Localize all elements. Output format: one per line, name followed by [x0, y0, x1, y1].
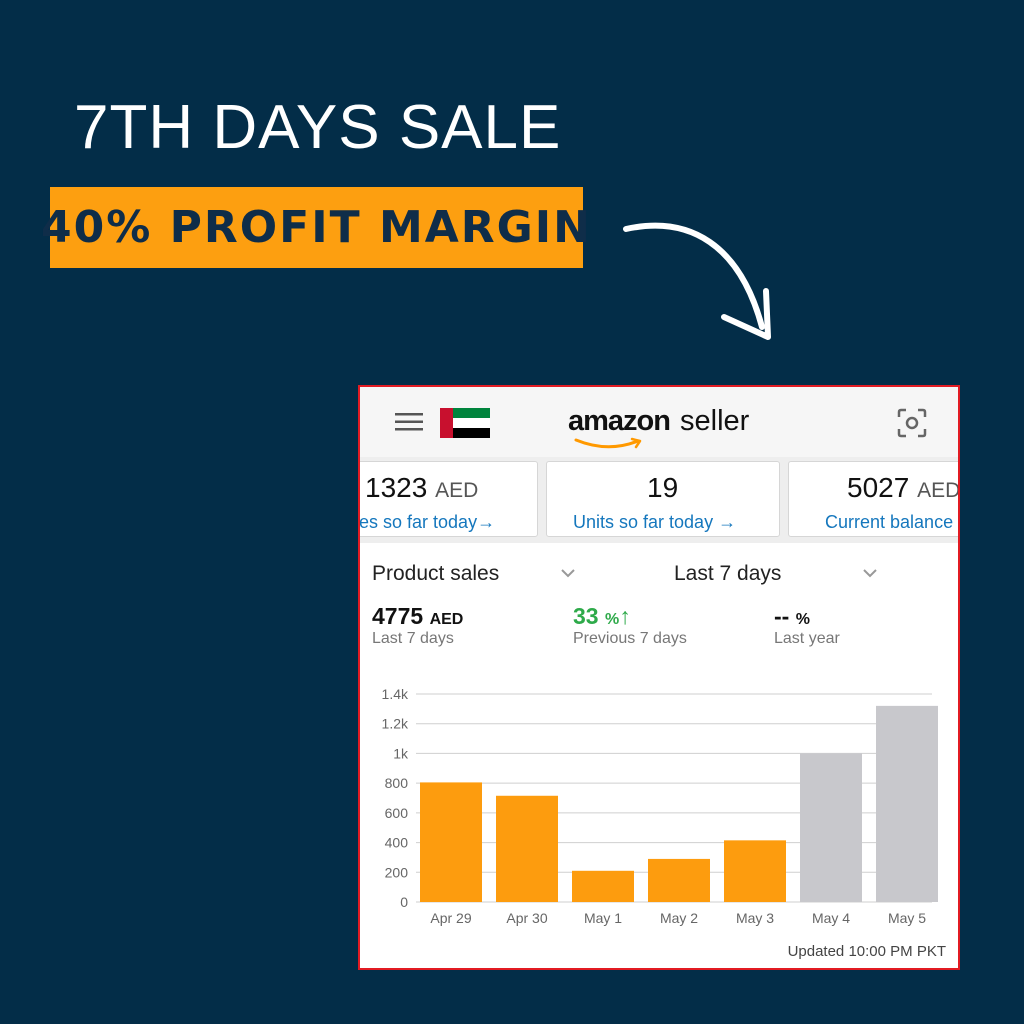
range-selector[interactable]: Last 7 days — [674, 562, 782, 585]
y-tick-label: 0 — [400, 894, 408, 910]
sales-bar-chart: 0 200 400 600 800 1k 1.2k 1.4k Apr 29 Apr 30 May 1… — [382, 686, 938, 926]
x-tick-label: May 2 — [660, 910, 698, 926]
camera-scan-icon[interactable] — [897, 408, 927, 438]
bar-may-3[interactable] — [724, 840, 786, 902]
units-today-value: 19 — [647, 472, 679, 503]
bar-may-2[interactable] — [648, 858, 710, 902]
promo-badge: 40% PROFIT MARGIN — [41, 187, 590, 268]
hamburger-menu-icon[interactable] — [395, 412, 423, 432]
curved-arrow-icon — [623, 222, 771, 340]
metric-selector[interactable]: Product sales — [372, 562, 500, 585]
bar-apr-29[interactable] — [420, 782, 482, 902]
change-year-value: -- % — [774, 603, 810, 629]
y-tick-label: 800 — [385, 775, 409, 791]
uae-flag-icon[interactable] — [440, 408, 490, 438]
logo-suffix: seller — [680, 405, 750, 437]
up-arrow-icon: ↑ — [619, 603, 631, 629]
units-today-link[interactable]: Units so far today → — [573, 512, 737, 532]
units-today-card[interactable]: 19 Units so far today → — [546, 461, 780, 537]
sales-today-value: 1323 AED — [365, 472, 479, 503]
x-tick-label: May 4 — [812, 910, 850, 926]
x-tick-label: May 5 — [888, 910, 926, 926]
y-tick-label: 1.2k — [382, 716, 409, 732]
chevron-down-icon[interactable] — [560, 567, 576, 579]
balance-link[interactable]: Current balance — [825, 512, 954, 532]
y-tick-label: 1k — [393, 745, 409, 761]
amazon-smile-icon — [574, 437, 642, 449]
bar-may-4[interactable] — [800, 753, 862, 902]
y-tick-label: 1.4k — [382, 686, 409, 702]
balance-value: 5027 AED — [847, 472, 960, 503]
change-previous-label: Previous 7 days — [573, 630, 687, 647]
bar-may-5[interactable] — [876, 705, 938, 902]
updated-timestamp: Updated 10:00 PM PKT — [787, 943, 946, 960]
change-previous-value: 33 %↑ — [573, 603, 631, 629]
logo-brand: amazon — [568, 405, 671, 437]
promo-headline: 7TH DAYS SALE — [74, 93, 562, 162]
y-tick-label: 600 — [385, 805, 409, 821]
x-tick-label: May 3 — [736, 910, 774, 926]
summary-cards-strip: 1323 AED es so far today→ 19 Units so fa… — [360, 457, 958, 543]
sales-today-card[interactable]: 1323 AED es so far today→ — [359, 461, 538, 537]
current-balance-card[interactable]: 5027 AED Current balance — [788, 461, 960, 537]
bar-apr-30[interactable] — [496, 795, 558, 902]
y-tick-label: 400 — [385, 835, 409, 851]
total-sales-label: Last 7 days — [372, 630, 454, 647]
chevron-down-icon[interactable] — [862, 567, 878, 579]
x-tick-label: Apr 29 — [430, 910, 471, 926]
bar-may-1[interactable] — [572, 870, 634, 902]
app-top-bar: amazon seller — [360, 387, 958, 457]
change-year-label: Last year — [774, 630, 840, 647]
seller-app-screenshot: amazon seller 1323 AED es so far today→ … — [358, 385, 960, 970]
x-tick-label: Apr 30 — [506, 910, 547, 926]
x-tick-label: May 1 — [584, 910, 622, 926]
sales-today-link[interactable]: es so far today→ — [359, 512, 496, 532]
total-sales-value: 4775 AED — [372, 603, 464, 629]
y-tick-label: 200 — [385, 864, 409, 880]
